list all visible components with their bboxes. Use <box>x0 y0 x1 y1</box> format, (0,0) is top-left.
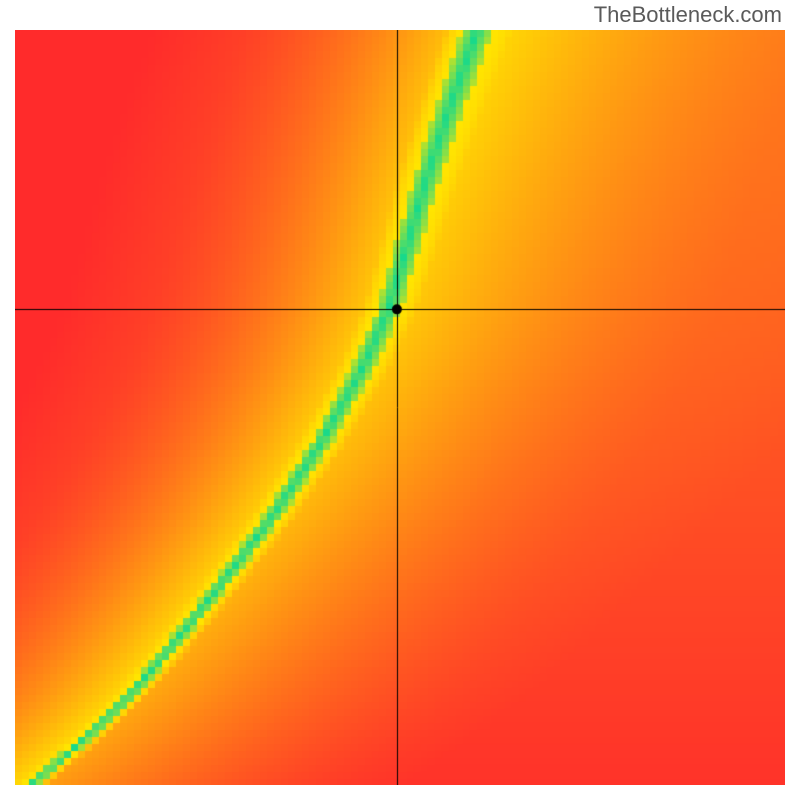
watermark-text: TheBottleneck.com <box>594 2 782 28</box>
heatmap-chart <box>15 30 785 785</box>
heatmap-canvas <box>15 30 785 785</box>
